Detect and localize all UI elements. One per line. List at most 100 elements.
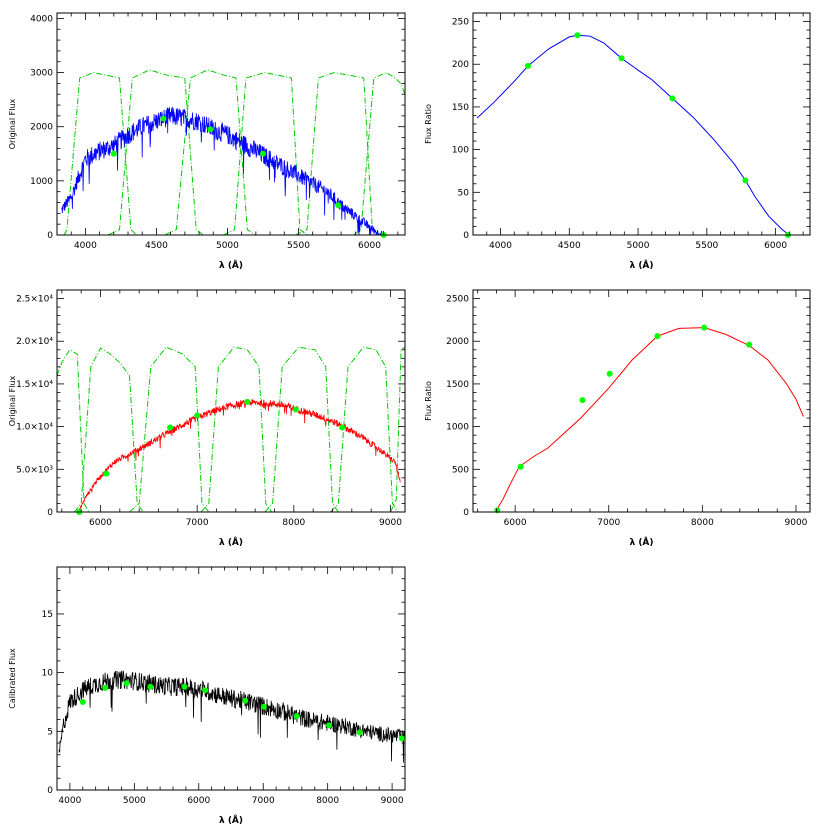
y-tick-label: 2000 — [446, 337, 469, 347]
data-point — [123, 680, 130, 687]
x-axis-label: λ (Å) — [219, 815, 243, 826]
y-tick-label: 150 — [452, 103, 469, 113]
filter-curve-3 — [200, 346, 273, 512]
x-tick-label: 9000 — [381, 796, 404, 806]
y-tick-label: 0 — [47, 786, 53, 796]
x-tick-label: 6000 — [504, 518, 527, 528]
x-tick-label: 6000 — [187, 796, 210, 806]
filter-curve-6 — [390, 346, 405, 512]
x-tick-label: 4000 — [489, 241, 512, 251]
data-point — [167, 424, 174, 431]
data-point — [339, 424, 346, 431]
filter-curve-1 — [107, 69, 204, 235]
spectrum-line — [58, 670, 405, 763]
data-point — [398, 735, 405, 742]
data-point — [181, 683, 188, 690]
y-axis-label: Original Flux — [8, 99, 17, 150]
y-tick-label: 1000 — [30, 177, 53, 187]
x-tick-label: 7000 — [252, 796, 275, 806]
data-point — [579, 397, 586, 404]
filter-curve-0 — [57, 349, 90, 512]
x-tick-label: 5500 — [287, 241, 310, 251]
y-axis-label: Flux Ratio — [424, 381, 433, 421]
filter-curve-5 — [353, 72, 405, 235]
data-point — [147, 683, 154, 690]
x-tick-label: 7000 — [186, 518, 209, 528]
data-point — [103, 470, 110, 477]
filter-curve-5 — [330, 346, 399, 512]
ratio-curve — [495, 327, 804, 511]
x-tick-label: 4000 — [74, 241, 97, 251]
y-tick-label: 3000 — [30, 69, 53, 79]
data-point — [356, 729, 363, 736]
y-tick-label: 2000 — [30, 123, 53, 133]
data-point — [79, 699, 86, 705]
filter-curve-2 — [129, 346, 210, 512]
filter-curve-4 — [295, 72, 382, 235]
y-tick-label: 1.0×10⁴ — [16, 423, 53, 433]
y-tick-label: 0 — [463, 508, 469, 518]
y-axis-label: Flux Ratio — [424, 104, 433, 144]
x-tick-label: 4500 — [558, 241, 581, 251]
panel-middle-right: 6000 7000 8000 9000 0 500 1000 1500 2000 2500 λ (Å… — [424, 289, 811, 548]
x-tick-label: 5000 — [216, 241, 239, 251]
filter-curve-1 — [74, 347, 144, 512]
x-tick-label: 8000 — [316, 796, 339, 806]
x-tick-label: 8000 — [282, 518, 305, 528]
x-tick-label: 5000 — [627, 241, 650, 251]
spectrum-line — [61, 106, 385, 235]
filter-curve-3 — [222, 72, 308, 235]
filter-curve-2 — [164, 69, 257, 235]
data-point — [207, 126, 214, 133]
panel-bottom-left: 4000 5000 6000 7000 8000 9000 0 5 10 15 λ (Å) Calib… — [8, 566, 406, 826]
y-tick-label: 2.0×10⁴ — [16, 337, 53, 347]
data-point — [618, 55, 625, 62]
data-point — [244, 398, 251, 405]
x-tick-label: 9000 — [379, 518, 402, 528]
data-point — [110, 150, 117, 157]
y-tick-label: 2500 — [446, 295, 469, 305]
data-point — [654, 333, 661, 340]
plot-frame — [472, 289, 811, 513]
data-point — [160, 115, 167, 122]
y-tick-label: 500 — [452, 465, 469, 475]
y-tick-label: 5.0×10³ — [16, 465, 53, 475]
y-tick-label: 100 — [452, 146, 469, 156]
y-axis-label: Calibrated Flux — [8, 648, 17, 709]
panel-middle-left: 6000 7000 8000 9000 0 5.0×10³ 1.0×10⁴ 1.5×10⁴ 2.… — [8, 289, 406, 548]
data-point — [335, 202, 342, 209]
x-tick-label: 6000 — [89, 518, 112, 528]
y-tick-label: 15 — [42, 610, 53, 620]
y-tick-label: 2.5×10⁴ — [16, 295, 53, 305]
data-point — [242, 697, 249, 704]
y-tick-label: 1000 — [446, 423, 469, 433]
x-tick-label: 7000 — [597, 518, 620, 528]
y-tick-label: 200 — [452, 60, 469, 70]
data-point — [326, 722, 332, 729]
y-axis-label: Original Flux — [8, 376, 17, 427]
x-axis-label: λ (Å) — [629, 260, 653, 271]
plot-frame — [56, 289, 406, 513]
data-point — [574, 32, 581, 39]
x-axis-label: λ (Å) — [629, 537, 653, 548]
y-tick-label: 50 — [458, 188, 470, 198]
y-tick-label: 1500 — [446, 380, 469, 390]
filter-curve-0 — [63, 72, 137, 235]
x-tick-label: 4000 — [58, 796, 81, 806]
x-tick-label: 6000 — [358, 241, 381, 251]
y-tick-label: 0 — [463, 231, 469, 241]
panel-top-right: 4000 4500 5000 5500 6000 0 50 100 150 200 250 λ (Å)… — [424, 12, 811, 271]
filter-curve-4 — [264, 346, 339, 512]
data-point — [517, 463, 524, 470]
y-tick-label: 10 — [42, 669, 54, 679]
data-point — [260, 150, 266, 157]
data-point — [746, 341, 753, 348]
x-axis-label: λ (Å) — [219, 260, 243, 271]
data-point — [260, 703, 267, 710]
y-tick-label: 250 — [452, 18, 469, 28]
y-tick-label: 1.5×10⁴ — [16, 380, 53, 390]
data-point — [525, 62, 531, 69]
data-point — [292, 406, 299, 413]
y-tick-label: 5 — [47, 727, 53, 737]
